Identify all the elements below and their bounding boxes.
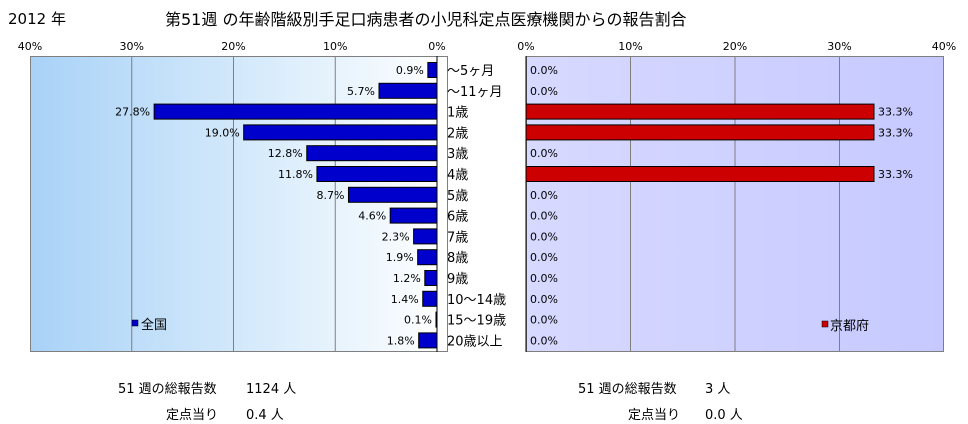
national-tick-label: 0% [428,40,445,53]
national-tick-label: 40% [18,40,42,53]
national-total-value: 1124 人 [246,382,297,397]
kyoto-bar [525,124,875,141]
national-bar [418,332,438,349]
national-per-value: 0.4 人 [246,408,284,423]
category-label: 3歳 [447,147,468,162]
national-tick-label: 20% [221,40,245,53]
national-data-label: 11.8% [278,168,313,181]
national-data-label: 19.0% [205,126,240,139]
category-label: 9歳 [447,272,468,287]
kyoto-tick-label: 30% [827,40,851,53]
kyoto-tick-label: 10% [618,40,642,53]
national-data-label: 0.1% [404,314,432,327]
national-bar [424,270,438,286]
national-bar [427,62,438,78]
kyoto-per-value: 0.0 人 [705,408,743,423]
national-per-label: 定点当り [166,408,219,423]
kyoto-total-value: 3 人 [705,382,731,397]
kyoto-tick-label: 0% [517,40,534,53]
national-data-label: 1.9% [386,251,414,264]
national-bar [316,166,438,182]
year-label: 2012 年 [8,10,66,28]
kyoto-data-label: 0.0% [530,272,558,285]
kyoto-per-label: 定点当り [628,408,681,423]
national-data-label: 27.8% [115,106,150,119]
kyoto-data-label: 0.0% [530,85,558,98]
kyoto-data-label: 0.0% [530,334,558,347]
national-bar [378,82,438,99]
national-bar [306,145,438,162]
kyoto-legend-label: 京都府 [830,319,869,334]
national-legend-swatch [131,319,139,327]
kyoto-data-label: 33.3% [878,106,913,119]
kyoto-data-label: 0.0% [530,230,558,243]
kyoto-data-label: 0.0% [530,210,558,223]
kyoto-data-label: 0.0% [530,293,558,306]
national-data-label: 1.2% [393,272,421,285]
national-bar [435,311,438,328]
national-tick-label: 10% [323,40,347,53]
national-data-label: 1.8% [387,334,415,347]
national-tick-label: 30% [120,40,144,53]
category-label: 4歳 [447,168,468,183]
national-total-label: 51 週の総報告数 [118,382,217,397]
national-bar [413,228,438,245]
kyoto-tick-label: 20% [723,40,747,53]
category-label: 5歳 [447,189,468,204]
national-bar [153,103,438,120]
kyoto-data-label: 0.0% [530,189,558,202]
national-data-label: 2.3% [382,230,410,243]
national-bar [417,249,438,266]
national-data-label: 8.7% [317,189,345,202]
national-data-label: 0.9% [396,64,424,77]
category-label: 2歳 [447,126,468,141]
national-bar [389,207,438,224]
category-label: 1歳 [447,106,468,121]
kyoto-data-label: 0.0% [530,251,558,264]
chart-title: 第51週 の年齢階級別手足口病患者の小児科定点医療機関からの報告割合 [165,10,687,29]
national-bar [422,290,438,307]
kyoto-data-label: 33.3% [878,168,913,181]
national-bar [347,186,438,203]
kyoto-data-label: 0.0% [530,147,558,160]
kyoto-tick-label: 40% [932,40,956,53]
national-legend-label: 全国 [141,317,167,333]
national-data-label: 5.7% [347,85,375,98]
kyoto-bar [525,103,875,120]
kyoto-data-label: 0.0% [530,64,558,77]
category-label: 10～14歳 [447,293,506,308]
category-label: 7歳 [447,230,468,245]
national-bar [243,124,438,141]
kyoto-bar [525,166,875,182]
kyoto-data-label: 33.3% [878,126,913,139]
national-data-label: 4.6% [358,210,386,223]
kyoto-legend-swatch [821,320,829,328]
national-data-label: 12.8% [268,147,303,160]
kyoto-data-label: 0.0% [530,314,558,327]
national-data-label: 1.4% [391,293,419,306]
category-label: 6歳 [447,210,468,225]
category-label: 8歳 [447,251,468,266]
category-label: ～5ヶ月 [447,64,494,79]
category-label: ～11ヶ月 [447,85,503,100]
category-label: 20歳以上 [447,334,503,349]
category-label: 15～19歳 [447,314,506,329]
kyoto-total-label: 51 週の総報告数 [578,382,677,397]
